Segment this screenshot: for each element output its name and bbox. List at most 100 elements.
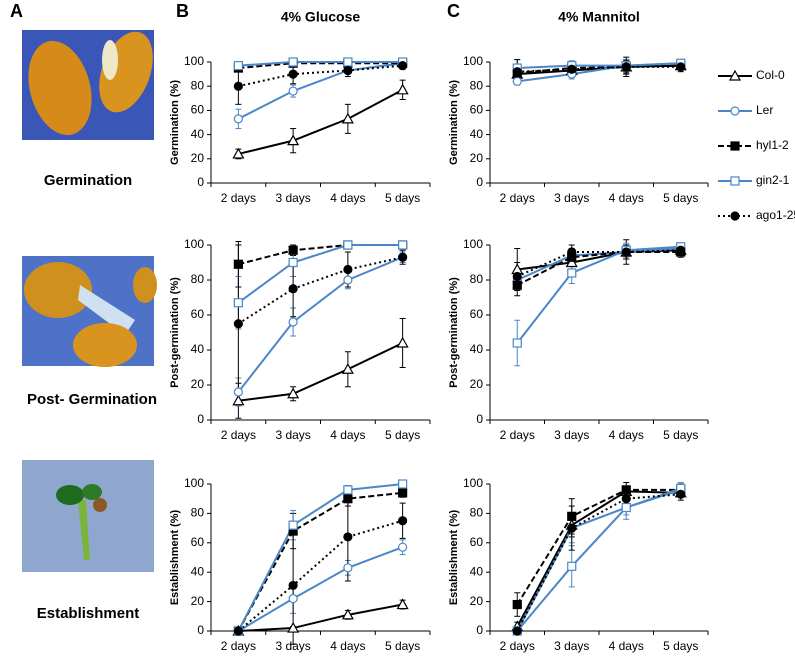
- y-tick-label: 0: [197, 412, 204, 426]
- y-tick-label: 80: [191, 272, 205, 286]
- marker: [512, 626, 522, 636]
- photo-caption: Establishment: [37, 605, 140, 622]
- y-tick-label: 80: [470, 272, 484, 286]
- series-line: [237, 483, 403, 632]
- x-tick-label: 3 days: [275, 191, 310, 205]
- series-line: [237, 62, 403, 120]
- marker: [287, 387, 300, 399]
- marker: [343, 563, 353, 573]
- series-line: [516, 490, 681, 628]
- marker: [567, 561, 577, 571]
- y-tick-label: 40: [470, 564, 484, 578]
- x-tick-label: 5 days: [385, 428, 420, 442]
- marker: [398, 542, 408, 552]
- marker: [288, 69, 298, 79]
- x-tick-label: 5 days: [663, 428, 698, 442]
- series-line: [517, 62, 681, 70]
- marker: [512, 599, 522, 610]
- series-line: [516, 247, 681, 281]
- panel-letter: B: [176, 1, 189, 21]
- marker: [512, 271, 522, 282]
- y-tick-label: 40: [191, 127, 205, 141]
- x-tick-label: 4 days: [609, 428, 644, 442]
- marker: [233, 298, 243, 308]
- marker: [567, 511, 577, 521]
- legend-marker: [730, 176, 740, 186]
- marker: [288, 245, 298, 255]
- y-axis-label: Germination (%): [169, 80, 181, 165]
- y-tick-label: 100: [184, 237, 204, 251]
- y-tick-label: 60: [470, 103, 484, 117]
- marker: [343, 264, 353, 275]
- series-line: [237, 491, 403, 632]
- x-tick-label: 5 days: [663, 191, 698, 205]
- y-axis-label: Establishment (%): [169, 509, 181, 605]
- y-axis-label: Post-germination (%): [448, 277, 460, 388]
- y-tick-label: 80: [191, 506, 205, 520]
- legend-label: gin2-1: [756, 173, 790, 187]
- y-tick-label: 80: [191, 78, 205, 92]
- y-axis-label: Germination (%): [448, 80, 460, 165]
- marker: [343, 532, 353, 542]
- marker: [341, 363, 354, 374]
- marker: [512, 76, 522, 86]
- marker: [233, 387, 243, 397]
- marker: [621, 502, 631, 513]
- marker: [398, 240, 408, 250]
- series-line: [516, 251, 681, 287]
- photo-caption: Germination: [44, 172, 132, 189]
- x-tick-label: 2 days: [500, 428, 535, 442]
- photo: [22, 30, 154, 140]
- marker: [233, 81, 243, 91]
- chart-title: 4% Glucose: [281, 9, 361, 25]
- series-line: [237, 256, 404, 393]
- y-tick-label: 20: [470, 594, 484, 608]
- chart-title: 4% Mannitol: [558, 9, 640, 25]
- x-tick-label: 4 days: [609, 639, 644, 653]
- marker: [398, 488, 408, 498]
- marker: [287, 621, 300, 633]
- marker: [621, 494, 631, 504]
- x-tick-label: 3 days: [554, 639, 589, 653]
- marker: [288, 284, 298, 294]
- y-tick-label: 20: [191, 377, 205, 391]
- series-line: [238, 62, 403, 70]
- series-line: [237, 546, 403, 632]
- legend-marker: [728, 69, 742, 81]
- x-tick-label: 3 days: [275, 639, 310, 653]
- series-line: [237, 256, 403, 325]
- y-tick-label: 100: [184, 54, 204, 68]
- marker: [343, 240, 353, 250]
- y-tick-label: 40: [470, 127, 484, 141]
- marker: [398, 61, 408, 71]
- series-line: [516, 249, 681, 278]
- legend-label: hyl1-2: [756, 138, 789, 152]
- y-tick-label: 100: [463, 237, 483, 251]
- marker: [343, 65, 353, 76]
- legend-marker: [730, 106, 740, 116]
- y-tick-label: 100: [463, 476, 483, 490]
- photo: [22, 256, 157, 367]
- series-line: [238, 61, 403, 67]
- y-tick-label: 100: [463, 54, 483, 68]
- y-tick-label: 0: [476, 175, 483, 189]
- marker: [288, 317, 298, 327]
- marker: [396, 336, 409, 348]
- y-tick-label: 60: [470, 535, 484, 549]
- x-tick-label: 2 days: [221, 428, 256, 442]
- x-tick-label: 2 days: [221, 191, 256, 205]
- marker: [567, 64, 577, 74]
- marker: [621, 485, 631, 495]
- series-line: [238, 88, 404, 155]
- y-tick-label: 20: [191, 594, 205, 608]
- marker: [288, 580, 298, 591]
- x-tick-label: 2 days: [221, 639, 256, 653]
- y-tick-label: 20: [470, 377, 484, 391]
- series-line: [238, 603, 403, 632]
- y-tick-label: 0: [197, 623, 204, 637]
- marker: [565, 256, 578, 268]
- marker: [398, 252, 408, 262]
- marker: [341, 112, 354, 124]
- marker: [567, 247, 577, 257]
- marker: [233, 61, 243, 71]
